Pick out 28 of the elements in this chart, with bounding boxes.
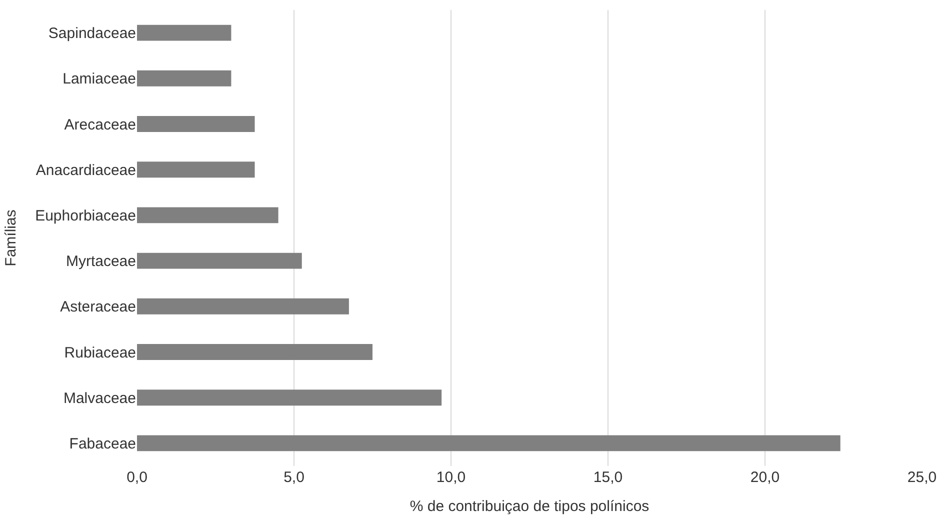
bar [137, 24, 232, 41]
x-tick-label: 10,0 [436, 469, 466, 486]
x-axis-title: % de contribuiçao de tipos polínicos [410, 498, 650, 515]
bar [137, 116, 255, 132]
y-tick-label: Asteraceae [60, 298, 136, 316]
y-tick-label: Malvaceae [63, 390, 136, 407]
x-tick-label: 5,0 [284, 469, 304, 486]
y-tick-label: Fabaceae [69, 435, 136, 452]
x-tick-label: 15,0 [593, 469, 623, 486]
y-tick-label: Lamiaceae [62, 70, 136, 88]
y-tick-label: Myrtaceae [66, 253, 136, 270]
x-tick-label: 25,0 [907, 469, 937, 486]
bar [137, 298, 349, 314]
x-tick-label: 20,0 [750, 469, 780, 486]
bar [137, 162, 255, 178]
y-tick-label: Euphorbiaceae [35, 207, 136, 224]
y-tick-label: Rubiaceae [64, 344, 136, 362]
bar [137, 435, 840, 452]
y-tick-label: Arecaceae [64, 116, 136, 134]
y-tick-label: Anacardiaceae [36, 162, 136, 179]
bar [137, 207, 278, 224]
bar [137, 70, 232, 86]
bar [137, 390, 442, 406]
bar [137, 344, 372, 360]
x-tick-label: 0,0 [126, 469, 148, 486]
bar [137, 252, 302, 269]
y-tick-label: Sapindaceae [48, 25, 136, 42]
y-axis-title: Famílias [2, 210, 20, 266]
